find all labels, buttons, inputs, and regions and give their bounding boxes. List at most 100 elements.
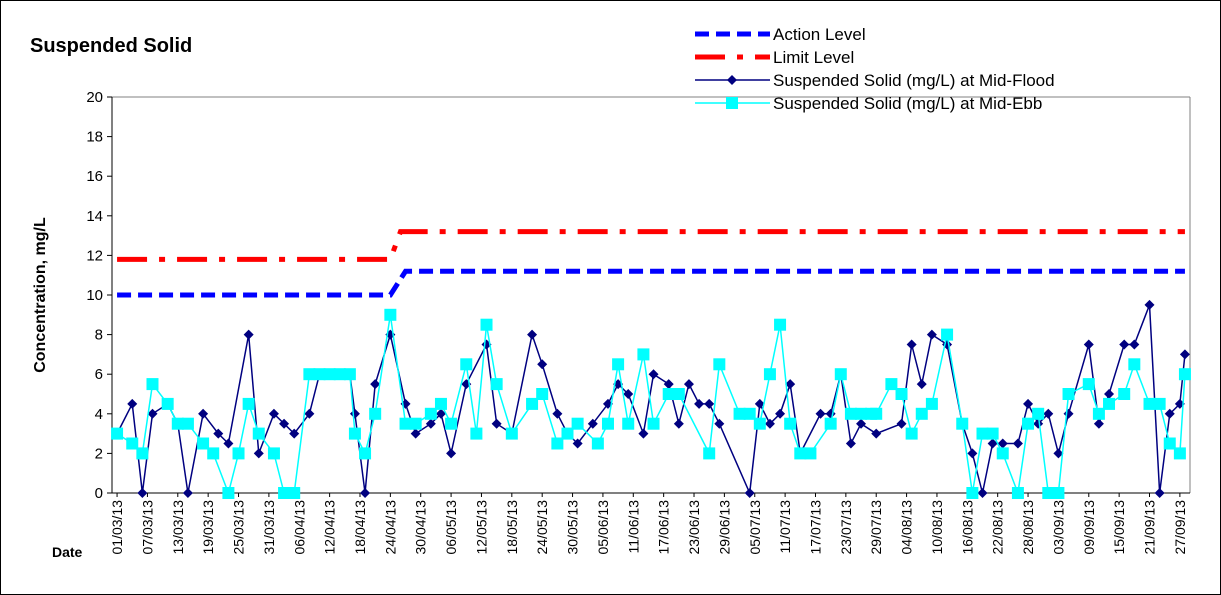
diamond-marker xyxy=(1129,339,1140,350)
x-tick-label: 23/06/13 xyxy=(686,500,702,555)
diamond-marker xyxy=(871,428,882,439)
square-marker xyxy=(460,358,473,371)
square-marker xyxy=(1163,437,1176,450)
diamond-marker xyxy=(213,428,224,439)
diamond-marker xyxy=(673,418,684,429)
square-marker xyxy=(434,397,447,410)
diamond-marker xyxy=(775,408,786,419)
diamond-marker xyxy=(815,408,826,419)
x-tick-label: 28/08/13 xyxy=(1020,500,1036,555)
square-marker xyxy=(561,427,574,440)
x-tick-label: 19/03/13 xyxy=(200,500,216,555)
series-line xyxy=(117,268,1185,298)
square-marker xyxy=(804,447,817,460)
diamond-marker xyxy=(967,448,978,459)
square-marker xyxy=(713,358,726,371)
diamond-marker xyxy=(370,379,381,390)
square-marker xyxy=(267,447,280,460)
square-marker xyxy=(161,397,174,410)
square-marker xyxy=(551,437,564,450)
x-tick-label: 01/03/13 xyxy=(109,500,125,555)
diamond-marker xyxy=(1023,398,1034,409)
x-tick-label: 31/03/13 xyxy=(261,500,277,555)
square-marker xyxy=(1022,417,1035,430)
square-marker xyxy=(966,487,979,499)
square-marker xyxy=(126,437,139,450)
square-marker xyxy=(359,447,372,460)
square-marker xyxy=(637,348,650,361)
x-tick-label: 12/05/13 xyxy=(473,500,489,555)
x-tick-label: 27/09/13 xyxy=(1172,500,1188,555)
square-marker xyxy=(941,328,954,341)
square-marker xyxy=(612,358,625,371)
diamond-marker xyxy=(683,379,694,390)
x-tick-label: 29/07/13 xyxy=(868,500,884,555)
y-tick-label: 8 xyxy=(95,327,103,344)
diamond-marker xyxy=(926,329,937,340)
x-tick-label: 17/07/13 xyxy=(807,500,823,555)
square-marker xyxy=(343,368,356,381)
y-tick-label: 18 xyxy=(86,129,103,146)
square-marker xyxy=(925,397,938,410)
diamond-marker xyxy=(137,488,148,498)
diamond-marker xyxy=(360,488,371,498)
diamond-marker xyxy=(1053,448,1064,459)
x-tick-label: 06/05/13 xyxy=(443,500,459,555)
square-marker xyxy=(905,427,918,440)
square-marker xyxy=(222,487,235,499)
diamond-marker xyxy=(623,389,634,399)
x-tick-label: 05/07/13 xyxy=(747,500,763,555)
square-marker xyxy=(1062,388,1075,400)
diamond-marker xyxy=(147,408,158,419)
square-marker xyxy=(303,368,316,381)
x-tick-label: 25/03/13 xyxy=(231,500,247,555)
square-marker xyxy=(895,388,908,400)
diamond-marker xyxy=(253,448,264,459)
square-marker xyxy=(1143,397,1156,410)
diamond-marker xyxy=(537,359,548,370)
square-marker xyxy=(424,407,437,420)
legend-label: Action Level xyxy=(773,25,866,44)
square-marker xyxy=(571,417,584,430)
y-axis-label: Concentration, mg/L xyxy=(32,217,49,373)
y-tick-label: 2 xyxy=(95,445,103,462)
square-marker xyxy=(369,407,382,420)
x-tick-label: 23/07/13 xyxy=(838,500,854,555)
square-marker xyxy=(915,407,928,420)
y-tick-label: 14 xyxy=(86,208,103,225)
x-tick-label: 18/04/13 xyxy=(352,500,368,555)
x-tick-label: 10/08/13 xyxy=(929,500,945,555)
square-marker xyxy=(181,417,194,430)
legend-label: Suspended Solid (mg/L) at Mid-Flood xyxy=(773,71,1055,90)
diamond-marker xyxy=(856,418,867,429)
diamond-marker xyxy=(425,418,436,429)
diamond-marker xyxy=(727,75,737,85)
diamond-marker xyxy=(714,418,725,429)
x-tick-label: 22/08/13 xyxy=(990,500,1006,555)
square-marker xyxy=(445,417,458,430)
square-marker xyxy=(197,437,210,450)
square-marker xyxy=(1153,397,1166,410)
square-marker xyxy=(774,318,787,331)
y-tick-label: 0 xyxy=(95,485,103,502)
diamond-marker xyxy=(198,408,209,419)
series-line xyxy=(117,229,1185,262)
square-marker xyxy=(784,417,797,430)
diamond-marker xyxy=(1083,339,1094,350)
diamond-marker xyxy=(527,329,538,340)
square-marker xyxy=(278,487,291,499)
square-marker xyxy=(622,417,635,430)
square-marker xyxy=(313,368,326,381)
square-marker xyxy=(743,407,756,420)
diamond-marker xyxy=(243,329,254,340)
diamond-marker xyxy=(997,438,1008,449)
square-marker xyxy=(323,368,336,381)
square-marker xyxy=(1173,447,1186,460)
square-marker xyxy=(505,427,518,440)
y-tick-label: 20 xyxy=(86,89,103,106)
square-marker xyxy=(733,407,746,420)
diamond-marker xyxy=(223,438,234,449)
square-marker xyxy=(1052,487,1065,499)
diamond-marker xyxy=(906,339,917,350)
square-marker xyxy=(986,427,999,440)
